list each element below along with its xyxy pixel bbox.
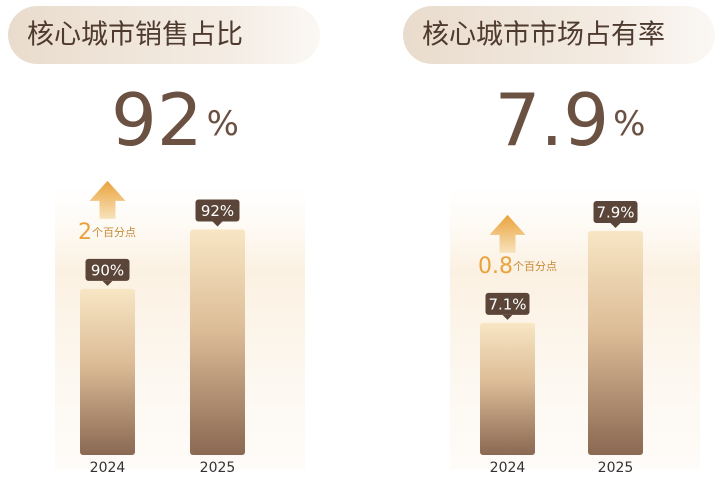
bar [80,288,135,455]
annotation-unit: 个百分点 [92,226,136,239]
title-pill [403,6,715,64]
value-label-box [593,200,638,223]
annotation: 2个百分点 [78,220,136,245]
value-label-pointer [610,222,621,228]
headline-value: 7.9 [495,78,610,162]
value-label-pointer [212,221,223,227]
value-label: 92% [201,202,234,220]
x-tick-label: 2024 [90,460,126,476]
title-pill [8,6,320,64]
value-label-pointer [102,280,113,286]
headline: 7.9% [495,78,646,162]
x-tick-label: 2025 [200,460,236,476]
bar [190,229,245,455]
x-tick-label: 2024 [490,460,526,476]
annotation: 0.8个百分点 [478,254,557,279]
x-tick-label: 2025 [598,460,634,476]
headline: 92% [111,78,239,162]
value-label-box [195,199,240,222]
value-label: 90% [91,261,124,279]
value-label-pointer [502,314,513,320]
chart-title: 核心城市销售占比 [27,20,243,51]
annotation-value: 2 [78,220,92,245]
chart-title: 核心城市市场占有率 [422,20,665,51]
arrow [489,214,526,253]
value-label: 7.1% [488,295,526,313]
arrow [89,180,126,219]
value-label-box [485,292,530,315]
annotation-value: 0.8 [478,254,513,279]
headline-value: 92 [111,78,203,162]
bar [480,322,535,455]
value-label-box [85,258,130,281]
headline-unit: % [613,104,645,144]
headline-unit: % [207,104,239,144]
annotation-unit: 个百分点 [513,260,557,273]
value-label: 7.9% [596,203,634,221]
bar [588,230,643,455]
